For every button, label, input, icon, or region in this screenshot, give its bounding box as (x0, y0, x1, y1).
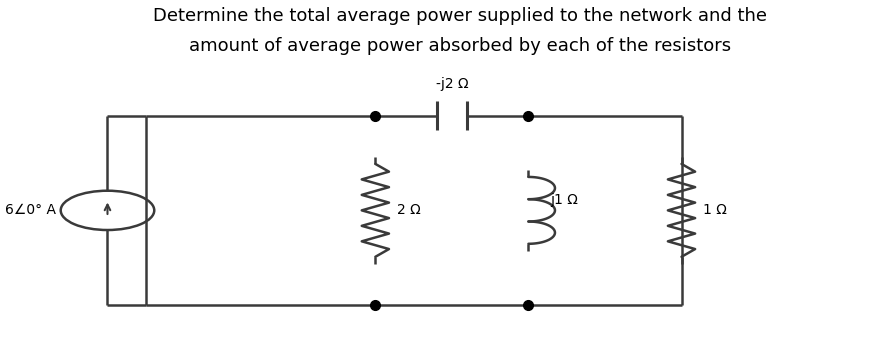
Text: amount of average power absorbed by each of the resistors: amount of average power absorbed by each… (189, 37, 731, 55)
Text: -j2 Ω: -j2 Ω (435, 77, 468, 91)
Text: Determine the total average power supplied to the network and the: Determine the total average power suppli… (153, 7, 766, 25)
Text: j1 Ω: j1 Ω (549, 193, 577, 207)
Text: 6∠0° A: 6∠0° A (5, 203, 57, 217)
Text: 2 Ω: 2 Ω (396, 203, 420, 217)
Text: 1 Ω: 1 Ω (702, 203, 726, 217)
